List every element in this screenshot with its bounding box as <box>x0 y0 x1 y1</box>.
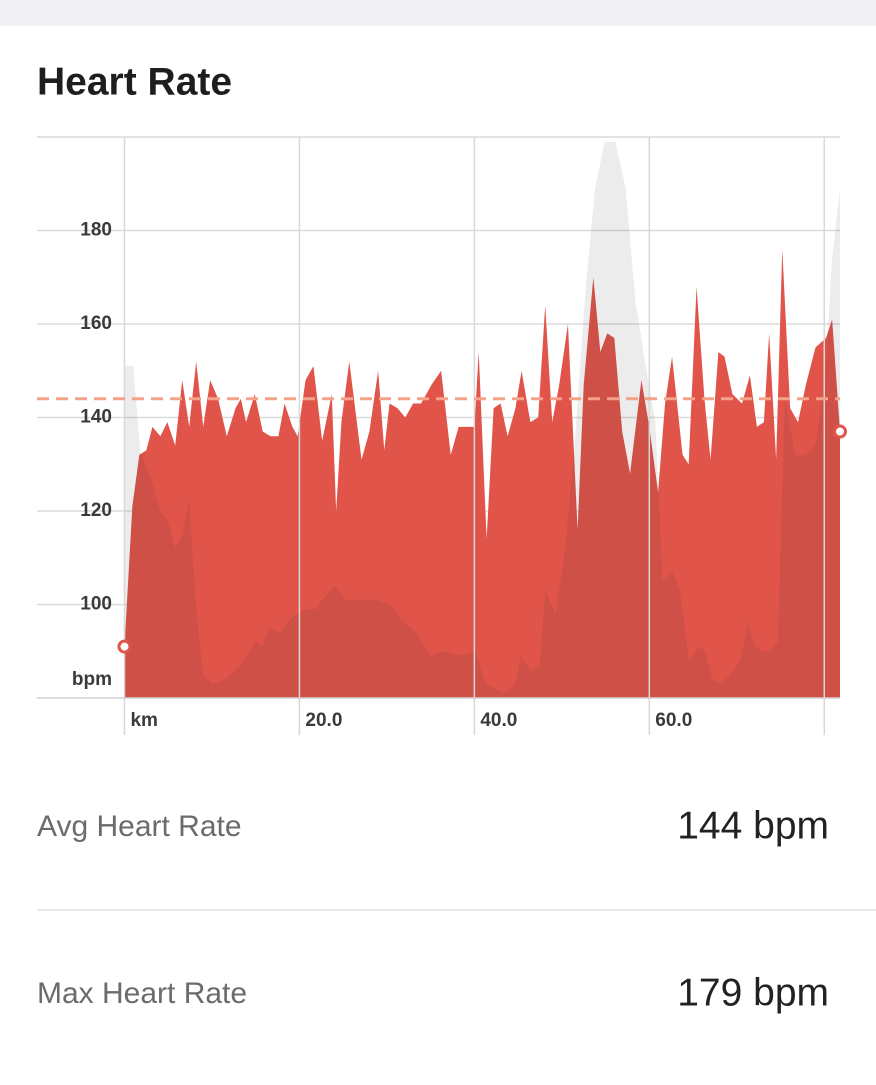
y-tick-label: 180 <box>80 220 112 241</box>
elevation-area <box>124 141 840 699</box>
y-tick-label: 120 <box>80 500 112 521</box>
heart-rate-area <box>124 249 840 698</box>
stat-value: 179 bpm <box>677 971 829 1014</box>
x-axis-unit: km <box>130 710 157 731</box>
x-tick-label: 60.0 <box>655 710 692 731</box>
x-tick-label: 40.0 <box>480 710 517 731</box>
x-tick-label: 20.0 <box>305 710 342 731</box>
section-title: Heart Rate <box>37 60 232 103</box>
stat-label: Max Heart Rate <box>37 977 247 1010</box>
y-tick-label: 140 <box>80 407 112 428</box>
stat-label: Avg Heart Rate <box>37 810 242 843</box>
stat-value: 144 bpm <box>677 804 829 847</box>
y-tick-label: 100 <box>80 594 112 615</box>
y-tick-label: 160 <box>80 313 112 334</box>
chart: 100 120 140 160 180 bpm 20.0 40.0 60.0 km <box>37 137 847 735</box>
endpoint-marker <box>833 424 847 439</box>
endpoint-marker <box>117 639 132 654</box>
y-axis-unit: bpm <box>72 669 112 690</box>
top-strip <box>0 0 876 26</box>
